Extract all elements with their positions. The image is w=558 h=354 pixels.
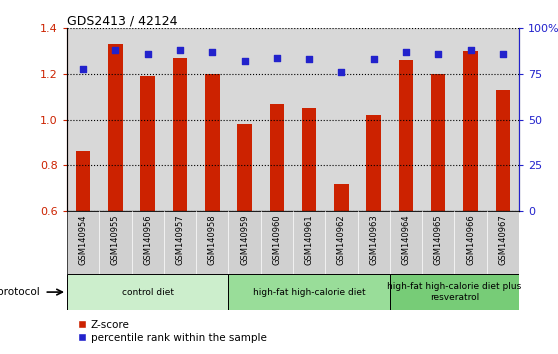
Bar <box>67 28 99 211</box>
Bar <box>76 150 90 211</box>
Text: GSM140959: GSM140959 <box>240 214 249 265</box>
Text: GDS2413 / 42124: GDS2413 / 42124 <box>67 14 177 27</box>
Text: GSM140956: GSM140956 <box>143 214 152 265</box>
Bar <box>496 90 510 211</box>
Bar <box>325 28 358 211</box>
Bar <box>390 28 422 211</box>
Bar <box>108 44 123 211</box>
Bar <box>367 115 381 211</box>
Text: GSM140960: GSM140960 <box>272 214 281 265</box>
Text: high-fat high-calorie diet plus
resveratrol: high-fat high-calorie diet plus resverat… <box>387 282 522 302</box>
Text: protocol: protocol <box>0 287 40 297</box>
Text: GSM140961: GSM140961 <box>305 214 314 265</box>
Bar <box>228 28 261 211</box>
Bar <box>334 184 349 211</box>
Bar <box>228 274 390 310</box>
Bar <box>205 74 219 211</box>
Bar <box>422 28 454 211</box>
Point <box>466 47 475 53</box>
Bar <box>99 28 132 211</box>
Bar <box>487 28 519 211</box>
Bar <box>454 28 487 211</box>
Text: GSM140964: GSM140964 <box>401 214 411 265</box>
Bar <box>398 60 413 211</box>
Point <box>143 51 152 57</box>
Point <box>240 58 249 64</box>
Bar <box>67 274 228 310</box>
Text: GSM140958: GSM140958 <box>208 214 217 265</box>
Bar <box>67 211 519 274</box>
Bar <box>302 108 316 211</box>
Point <box>369 57 378 62</box>
Point <box>208 49 217 55</box>
Point <box>79 66 88 72</box>
Bar <box>358 28 390 211</box>
Text: high-fat high-calorie diet: high-fat high-calorie diet <box>253 287 365 297</box>
Text: GSM140965: GSM140965 <box>434 214 442 265</box>
Text: GSM140966: GSM140966 <box>466 214 475 265</box>
Bar <box>261 28 293 211</box>
Bar <box>172 58 187 211</box>
Point <box>175 47 184 53</box>
Text: GSM140957: GSM140957 <box>175 214 185 265</box>
Legend: Z-score, percentile rank within the sample: Z-score, percentile rank within the samp… <box>72 315 271 347</box>
Bar <box>132 28 164 211</box>
Bar <box>196 28 228 211</box>
Text: GSM140954: GSM140954 <box>79 214 88 265</box>
Point <box>305 57 314 62</box>
Bar <box>270 104 284 211</box>
Point <box>498 51 507 57</box>
Point <box>434 51 442 57</box>
Bar <box>390 274 519 310</box>
Bar <box>141 76 155 211</box>
Bar <box>463 51 478 211</box>
Bar <box>431 74 445 211</box>
Text: GSM140962: GSM140962 <box>337 214 346 265</box>
Point <box>111 47 120 53</box>
Text: GSM140963: GSM140963 <box>369 214 378 265</box>
Text: GSM140967: GSM140967 <box>498 214 507 265</box>
Point <box>337 69 346 75</box>
Bar <box>293 28 325 211</box>
Text: control diet: control diet <box>122 287 174 297</box>
Point <box>402 49 411 55</box>
Point <box>272 55 281 61</box>
Bar <box>164 28 196 211</box>
Text: GSM140955: GSM140955 <box>111 214 120 265</box>
Bar <box>237 124 252 211</box>
